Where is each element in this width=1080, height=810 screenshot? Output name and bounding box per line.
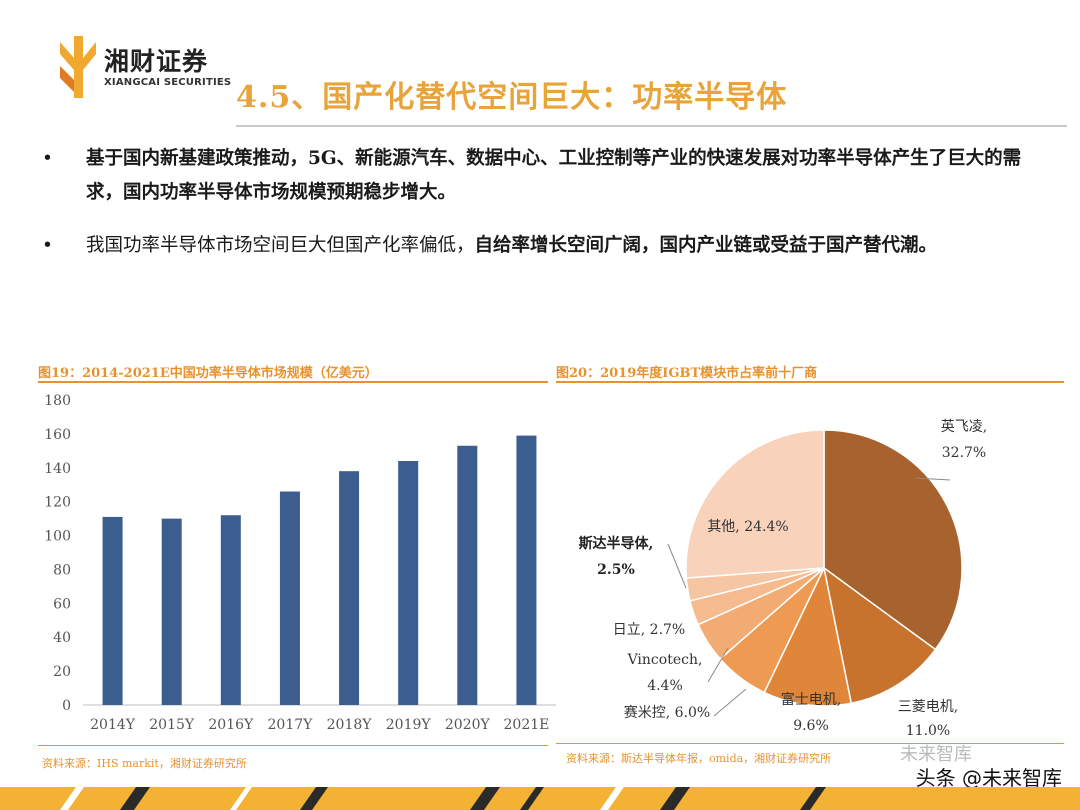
y-tick-label: 40 — [53, 630, 71, 646]
y-tick-label: 140 — [44, 461, 71, 477]
x-tick-label: 2021E — [504, 717, 550, 733]
x-tick-label: 2015Y — [149, 717, 195, 733]
footer-stripes — [0, 787, 1080, 810]
bar — [220, 515, 241, 705]
slice-label-name: 英飞凌, — [941, 418, 987, 435]
slice-label: 日立, 2.7% — [613, 622, 685, 638]
slice-label-value: 4.4% — [647, 678, 683, 694]
slice-label-name: 三菱电机, — [898, 699, 958, 715]
bullet-text-bold: 基于国内新基建政策推动，5G、新能源汽车、数据中心、工业控制等产业的快速发展对功… — [86, 148, 1022, 203]
bar — [398, 461, 419, 705]
x-tick-label: 2016Y — [208, 717, 254, 733]
slice-label-name: 斯达半导体, — [579, 535, 654, 552]
bullet-text: 基于国内新基建政策推动，5G、新能源汽车、数据中心、工业控制等产业的快速发展对功… — [86, 142, 1046, 210]
figure19-caption-rule — [38, 381, 548, 383]
slice-label-value: 11.0% — [906, 723, 950, 736]
bullet-dot: • — [42, 148, 53, 169]
slice-label-value: 2.5% — [597, 562, 635, 578]
y-tick-label: 180 — [44, 393, 71, 409]
figure20-source: 资料来源：斯达半导体年报，omida，湘财证券研究所 — [566, 752, 832, 765]
bar — [339, 471, 360, 705]
leader-line — [707, 647, 729, 683]
pie-slice — [822, 566, 937, 705]
figure20-caption-rule — [556, 381, 1064, 383]
bar — [457, 445, 478, 705]
leader-line — [915, 477, 951, 481]
slice-label: 其他, 24.4% — [707, 519, 788, 535]
bar — [102, 516, 123, 705]
pie-slice — [823, 429, 963, 651]
pie-slice — [763, 565, 853, 707]
x-tick-label: 2017Y — [268, 717, 314, 733]
x-tick-label: 2018Y — [327, 717, 373, 733]
bar — [516, 435, 537, 705]
x-tick-label: 2020Y — [445, 717, 491, 733]
figure19-source-rule — [38, 745, 548, 746]
y-tick-label: 120 — [44, 495, 71, 511]
bullet-dot: • — [42, 235, 53, 256]
leader-line — [713, 688, 747, 717]
y-tick-label: 0 — [62, 698, 71, 714]
figure19-caption: 图19：2014-2021E中国功率半导体市场规模（亿美元） — [38, 366, 378, 381]
xiangcai-logo-icon — [60, 36, 96, 98]
slice-label-value: 32.7% — [942, 445, 986, 461]
market-size-bar-chart: 0 20 40 60 80 100 120 140 160 180 2014Y 2015Y 2016Y 2… — [44, 393, 556, 733]
bullet-text-regular: 我国功率半导体市场空间巨大但国产化率偏低， — [86, 235, 475, 256]
pie-slice — [685, 429, 825, 579]
slice-label-name: Vincotech, — [627, 652, 703, 668]
slice-label-name: 富士电机, — [781, 691, 841, 708]
figure19-source: 资料来源：IHS markit，湘财证券研究所 — [42, 757, 247, 770]
y-tick-label: 20 — [53, 664, 71, 680]
leader-line — [667, 543, 687, 589]
bar — [161, 518, 182, 705]
logo-chinese-name: 湘财证券 — [104, 47, 209, 76]
x-tick-label: 2019Y — [386, 717, 432, 733]
igbt-share-pie-chart: 英飞凌, 32.7% 三菱电机, 11.0% 富士电机, 9.6% 赛米控, 6.0% Vin… — [579, 418, 988, 736]
slice-label: 赛米控, 6.0% — [624, 705, 710, 721]
x-tick-label: 2014Y — [90, 717, 136, 733]
y-tick-label: 60 — [53, 596, 71, 612]
bar — [279, 491, 300, 705]
slice-label-value: 9.6% — [793, 718, 829, 734]
logo-english-name: XIANGCAI SECURITIES — [104, 77, 232, 88]
page-title: 4.5、国产化替代空间巨大：功率半导体 — [236, 80, 788, 115]
title-divider — [236, 125, 1067, 127]
y-tick-label: 100 — [44, 529, 71, 545]
bullet-text-bold: 自给率增长空间广阔，国内产业链或受益于国产替代潮。 — [474, 235, 938, 256]
watermark-faint: 未来智库 — [900, 744, 972, 765]
watermark: 头条 @未来智库 — [915, 766, 1062, 790]
figure20-source-rule — [556, 743, 1064, 744]
y-tick-label: 80 — [53, 562, 71, 578]
bullet-text: 我国功率半导体市场空间巨大但国产化率偏低，自给率增长空间广阔，国内产业链或受益于… — [86, 229, 1046, 263]
figure20-caption: 图20：2019年度IGBT模块市占率前十厂商 — [556, 366, 818, 381]
y-tick-label: 160 — [44, 427, 71, 443]
